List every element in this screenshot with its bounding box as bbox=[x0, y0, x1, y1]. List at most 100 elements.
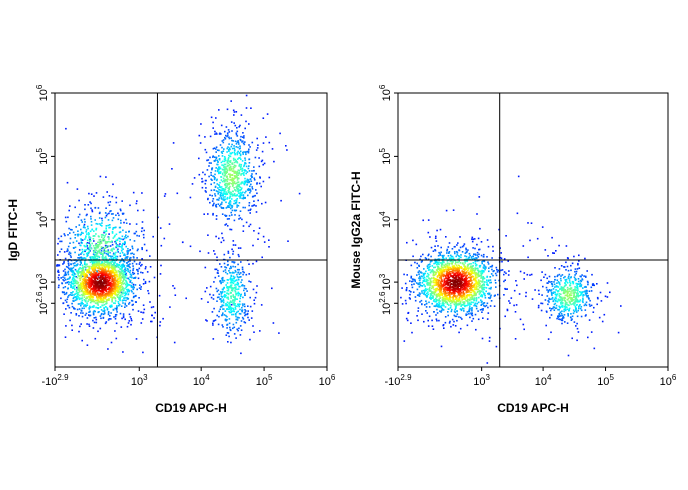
event-dot bbox=[110, 318, 112, 320]
event-dot bbox=[237, 169, 240, 171]
event-dot bbox=[244, 177, 246, 180]
event-dot bbox=[219, 167, 222, 170]
event-dot bbox=[215, 268, 218, 271]
event-dot bbox=[480, 270, 482, 273]
event-dot bbox=[115, 308, 118, 310]
event-dot bbox=[486, 276, 488, 278]
event-dot bbox=[63, 279, 65, 282]
event-dot bbox=[89, 298, 92, 300]
event-dot bbox=[91, 261, 93, 263]
event-dot bbox=[419, 282, 421, 284]
event-dot bbox=[85, 285, 88, 287]
event-dot bbox=[95, 316, 97, 319]
event-dot bbox=[237, 310, 239, 313]
event-dot bbox=[93, 230, 95, 232]
event-dot bbox=[126, 297, 128, 299]
event-dot bbox=[468, 263, 471, 265]
event-dot bbox=[94, 267, 97, 269]
event-dot bbox=[86, 317, 89, 319]
event-dot bbox=[406, 319, 409, 322]
event-dot bbox=[211, 200, 214, 202]
event-dot bbox=[560, 301, 563, 303]
event-dot bbox=[58, 278, 60, 281]
event-dot bbox=[234, 295, 236, 298]
event-dot bbox=[74, 279, 76, 281]
event-dot bbox=[130, 299, 133, 302]
event-dot bbox=[72, 270, 75, 272]
event-dot bbox=[122, 229, 124, 232]
event-dot bbox=[435, 235, 437, 238]
event-dot bbox=[244, 162, 246, 165]
event-dot bbox=[263, 241, 266, 243]
event-dot bbox=[67, 245, 70, 248]
event-dot bbox=[225, 266, 228, 269]
event-dot bbox=[429, 271, 432, 274]
event-dot bbox=[235, 161, 237, 163]
event-dot bbox=[89, 286, 92, 288]
event-dot bbox=[98, 282, 100, 284]
event-dot bbox=[487, 297, 490, 299]
event-dot bbox=[91, 300, 93, 303]
event-dot bbox=[504, 287, 506, 290]
event-dot bbox=[486, 239, 489, 241]
event-dot bbox=[244, 305, 246, 308]
event-dot bbox=[76, 270, 78, 272]
event-dot bbox=[76, 188, 79, 190]
event-dot bbox=[406, 274, 408, 276]
event-dot bbox=[235, 283, 237, 286]
event-dot bbox=[240, 183, 242, 185]
event-dot bbox=[89, 310, 91, 313]
event-dot bbox=[235, 293, 237, 296]
event-dot bbox=[124, 303, 127, 306]
event-dot bbox=[582, 301, 584, 304]
event-dot bbox=[104, 255, 107, 258]
event-dot bbox=[69, 228, 72, 231]
event-dot bbox=[118, 274, 121, 276]
event-dot bbox=[230, 211, 232, 214]
event-dot bbox=[220, 293, 223, 295]
event-dot bbox=[227, 279, 230, 281]
event-dot bbox=[115, 337, 118, 340]
event-dot bbox=[116, 305, 118, 307]
event-dot bbox=[448, 252, 450, 254]
event-dot bbox=[454, 325, 457, 327]
event-dot bbox=[211, 168, 213, 171]
event-dot bbox=[120, 291, 123, 294]
event-dot bbox=[224, 168, 226, 170]
event-dot bbox=[468, 252, 471, 255]
event-dot bbox=[449, 258, 451, 261]
event-dot bbox=[558, 273, 561, 276]
event-dot bbox=[204, 148, 207, 151]
event-dot bbox=[248, 158, 250, 161]
event-dot bbox=[586, 280, 589, 283]
event-dot bbox=[223, 163, 226, 166]
event-dot bbox=[475, 267, 478, 270]
event-dot bbox=[142, 283, 145, 285]
event-dot bbox=[522, 245, 525, 247]
event-dot bbox=[242, 206, 244, 209]
event-dot bbox=[129, 316, 132, 318]
event-dot bbox=[523, 272, 526, 274]
event-dot bbox=[418, 277, 420, 279]
event-dot bbox=[252, 262, 254, 265]
event-dot bbox=[553, 283, 556, 286]
event-dot bbox=[240, 158, 242, 161]
event-dot bbox=[102, 238, 104, 241]
event-dot bbox=[84, 286, 86, 289]
event-dot bbox=[561, 299, 564, 302]
event-dot bbox=[238, 305, 240, 308]
event-dot bbox=[229, 196, 231, 199]
event-dot bbox=[482, 292, 485, 294]
event-dot bbox=[556, 300, 559, 303]
event-dot bbox=[425, 280, 428, 282]
event-dot bbox=[232, 184, 234, 187]
event-dot bbox=[88, 251, 90, 253]
event-dot bbox=[163, 237, 166, 240]
event-dot bbox=[253, 166, 255, 168]
event-dot bbox=[559, 311, 562, 313]
event-dot bbox=[132, 271, 134, 274]
event-dot bbox=[126, 256, 129, 258]
event-dot bbox=[69, 319, 71, 322]
event-dot bbox=[101, 222, 103, 224]
event-dot bbox=[247, 310, 249, 312]
